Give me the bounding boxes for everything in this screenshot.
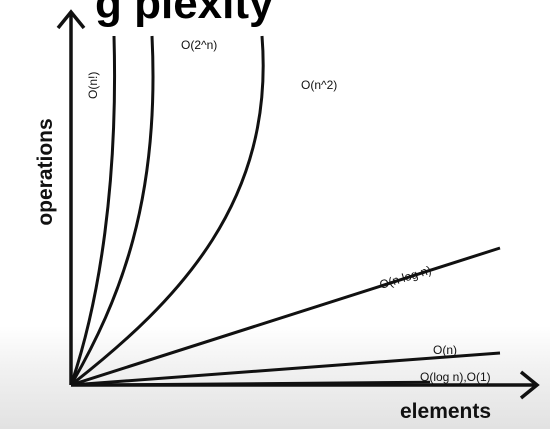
title-fragment: g plexity	[95, 0, 274, 28]
x-axis-label: elements	[400, 400, 491, 423]
label-nlogn: O(n log n)	[378, 263, 433, 292]
curve-nlogn	[70, 246, 501, 387]
label-factorial: O(n!)	[86, 72, 100, 99]
y-axis-label: operations	[34, 118, 57, 225]
x-axis-arrowhead	[519, 370, 540, 400]
label-quadratic: O(n^2)	[301, 78, 337, 92]
curve-exponential	[69, 35, 155, 386]
label-exponential: O(2^n)	[181, 38, 217, 52]
curve-log-const	[70, 380, 431, 387]
curve-quadratic	[70, 35, 265, 387]
y-axis-arrowhead	[56, 9, 86, 30]
label-linear: O(n)	[433, 343, 457, 357]
curve-linear	[70, 351, 501, 387]
label-log-const: O(log n),O(1)	[420, 370, 491, 384]
curve-factorial	[69, 35, 117, 386]
